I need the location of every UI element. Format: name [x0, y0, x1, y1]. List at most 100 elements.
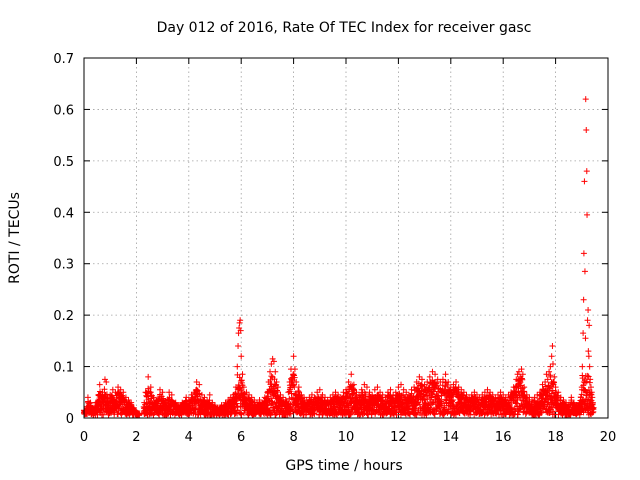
data-point [585, 348, 592, 355]
data-point-fill [101, 386, 108, 393]
data-point [588, 389, 595, 396]
data-point [259, 399, 266, 406]
y-tick-label: 0.7 [53, 52, 74, 67]
data-point [363, 384, 370, 391]
data-point [198, 391, 205, 398]
data-point [548, 353, 555, 360]
data-point [92, 399, 99, 406]
data-point [120, 389, 127, 396]
data-point [416, 373, 423, 380]
data-point [581, 178, 588, 185]
data-point [264, 389, 271, 396]
y-tick-label: 0.1 [53, 361, 74, 376]
data-point-fill [362, 391, 369, 398]
data-point [408, 386, 415, 393]
data-point [426, 373, 433, 380]
data-point-fill [238, 411, 245, 418]
data-series [81, 96, 597, 419]
data-point-fill [360, 410, 367, 417]
data-point-fill [416, 401, 423, 408]
data-point-fill [584, 372, 591, 379]
data-point [463, 391, 470, 398]
data-point [543, 371, 550, 378]
data-point [519, 371, 526, 378]
data-point [437, 379, 444, 385]
x-tick-labels: 0 2 4 6 8 10 12 14 16 18 20 [80, 430, 616, 445]
data-point [547, 363, 554, 370]
x-tick-label: 0 [80, 430, 88, 445]
data-point [291, 366, 298, 373]
data-point [445, 379, 452, 385]
data-point [295, 384, 302, 391]
y-tick-label: 0.3 [53, 258, 74, 273]
data-point [128, 399, 135, 406]
data-point [337, 394, 344, 401]
data-point [350, 381, 357, 388]
x-tick-label: 16 [495, 430, 512, 445]
data-point [552, 384, 559, 391]
data-point [329, 391, 336, 398]
data-point [196, 381, 203, 388]
data-point [314, 389, 321, 396]
data-point [308, 391, 315, 398]
data-point [573, 402, 580, 409]
data-point [277, 391, 284, 398]
data-point [489, 391, 496, 398]
data-point [243, 389, 250, 396]
data-point [101, 376, 108, 383]
data-point [403, 389, 410, 396]
data-point [585, 353, 592, 360]
data-point [582, 335, 589, 342]
data-point [293, 379, 300, 385]
data-point [227, 394, 234, 401]
y-tick-label: 0.2 [53, 309, 74, 324]
data-point [214, 404, 221, 411]
data-point [583, 168, 590, 175]
data-point-fill [108, 393, 115, 400]
data-point-fill [431, 410, 438, 417]
data-point [122, 394, 129, 401]
data-point-fill [538, 409, 545, 416]
chart-title: Day 012 of 2016, Rate Of TEC Index for r… [157, 20, 532, 36]
data-point [175, 402, 182, 409]
data-point-fill [583, 378, 590, 385]
data-point [536, 389, 543, 396]
data-point [382, 394, 389, 401]
data-point [517, 373, 524, 380]
data-point [395, 384, 402, 391]
data-point [356, 391, 363, 398]
data-point [582, 96, 589, 103]
data-point [583, 127, 590, 133]
data-point [432, 371, 439, 378]
data-point [589, 394, 596, 401]
data-point [147, 384, 154, 391]
x-tick-label: 14 [443, 430, 460, 445]
data-point [90, 404, 97, 411]
data-point [237, 327, 244, 334]
data-point [156, 386, 163, 393]
data-point-fill [484, 410, 491, 417]
data-point [400, 386, 407, 393]
data-point [150, 394, 157, 401]
x-axis-title: GPS time / hours [285, 458, 402, 474]
data-point [585, 307, 592, 313]
x-tick-label: 18 [547, 430, 564, 445]
data-point [168, 391, 175, 398]
data-point [584, 317, 591, 324]
data-point [523, 391, 530, 398]
data-point [586, 322, 593, 329]
data-point [581, 268, 588, 275]
data-point [316, 386, 323, 393]
data-point [230, 391, 237, 398]
data-point [521, 384, 528, 391]
data-point-fill [145, 385, 152, 392]
data-point-fill [551, 379, 558, 386]
data-point [145, 373, 152, 380]
data-point [371, 386, 378, 393]
data-point-fill [331, 403, 338, 410]
data-point [162, 399, 169, 406]
data-point [411, 384, 418, 391]
data-point [587, 376, 594, 383]
data-point [348, 371, 355, 378]
data-point [104, 394, 111, 401]
